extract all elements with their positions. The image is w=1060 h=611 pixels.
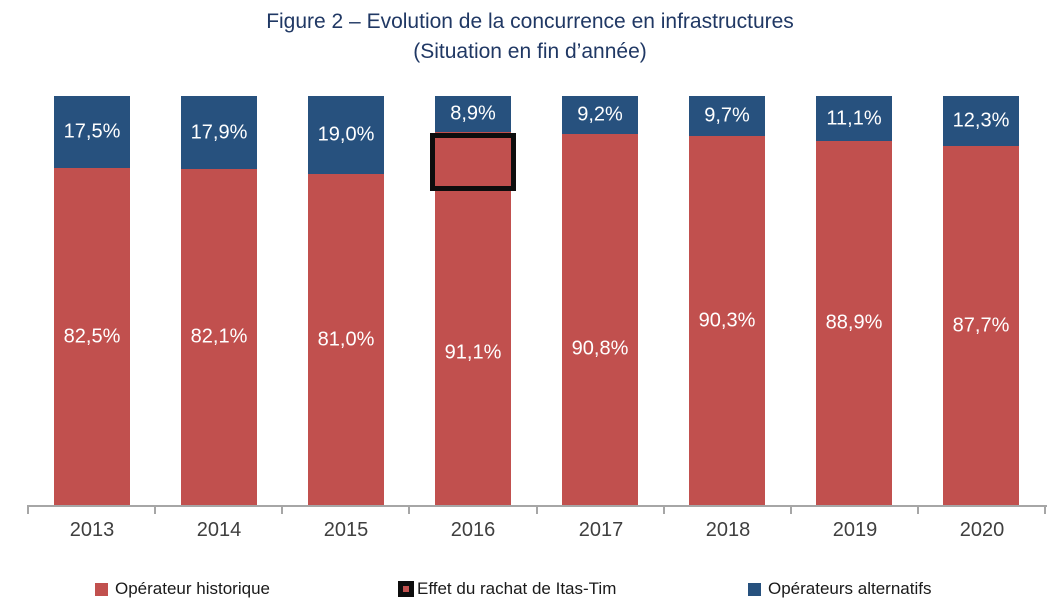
segment-operateur-historique-2015: 81,0% xyxy=(308,174,384,505)
segment-operateurs-alternatifs-2016: 8,9% xyxy=(435,96,511,132)
segment-operateur-historique-2019: 88,9% xyxy=(816,141,892,505)
x-axis-label-2015: 2015 xyxy=(323,519,369,541)
axis-tick xyxy=(408,507,410,514)
bar-2016: 8,9% 91,1% xyxy=(435,96,511,505)
x-axis-label-2016: 2016 xyxy=(450,519,496,541)
segment-operateur-historique-2014: 82,1% xyxy=(181,169,257,505)
x-axis-label-2020: 2020 xyxy=(959,519,1005,541)
plot-area: 17,5% 82,5% 17,9% 82,1% 19,0% 81,0% 8,9% 91,1% 9… xyxy=(28,96,1045,505)
bar-2017: 9,2% 90,8% xyxy=(562,96,638,505)
segment-operateur-historique-2018: 90,3% xyxy=(689,136,765,505)
x-axis-label-2018: 2018 xyxy=(705,519,751,541)
segment-value-label: 9,7% xyxy=(704,104,750,127)
legend-swatch-alternatifs-icon xyxy=(748,582,761,596)
segment-value-label: 12,3% xyxy=(952,109,1010,132)
x-axis-label-2017: 2017 xyxy=(578,519,624,541)
segment-operateur-historique-2013: 82,5% xyxy=(54,168,130,505)
segment-value-label: 17,9% xyxy=(190,121,248,143)
segment-value-label: 19,0% xyxy=(317,123,375,146)
axis-tick xyxy=(27,507,29,514)
segment-value-label: 90,8% xyxy=(571,337,629,359)
segment-value-label: 87,7% xyxy=(952,314,1010,336)
chart-title: Figure 2 – Evolution de la concurrence e… xyxy=(0,7,1060,67)
segment-operateurs-alternatifs-2018: 9,7% xyxy=(689,96,765,136)
bar-2018: 9,7% 90,3% xyxy=(689,96,765,505)
x-axis-label-2014: 2014 xyxy=(196,519,242,541)
segment-value-label: 17,5% xyxy=(63,120,121,143)
legend-swatch-itas-tim-icon xyxy=(398,581,414,597)
x-axis-labels: 2013 2014 2015 2016 2017 2018 2019 2020 xyxy=(28,519,1045,545)
axis-tick xyxy=(154,507,156,514)
segment-operateurs-alternatifs-2019: 11,1% xyxy=(816,96,892,141)
segment-operateur-historique-2020: 87,7% xyxy=(943,146,1019,505)
segment-value-label: 82,1% xyxy=(190,325,248,348)
legend-item-operateur-historique: Opérateur historique xyxy=(95,579,270,599)
chart-legend: Opérateur historique Effet du rachat de I… xyxy=(0,579,1060,603)
legend-label: Opérateurs alternatifs xyxy=(768,579,932,598)
legend-item-effet-rachat-itas-tim: Effet du rachat de Itas-Tim xyxy=(398,579,616,599)
segment-operateurs-alternatifs-2017: 9,2% xyxy=(562,96,638,134)
segment-value-label: 11,1% xyxy=(826,107,882,129)
segment-value-label: 88,9% xyxy=(825,311,883,334)
legend-label: Opérateur historique xyxy=(115,579,270,598)
segment-operateurs-alternatifs-2013: 17,5% xyxy=(54,96,130,168)
chart-title-line2: (Situation en fin d’année) xyxy=(413,40,647,63)
segment-operateurs-alternatifs-2014: 17,9% xyxy=(181,96,257,169)
segment-value-label: 9,2% xyxy=(577,103,623,126)
x-axis-line xyxy=(27,505,1047,514)
legend-item-operateurs-alternatifs: Opérateurs alternatifs xyxy=(748,579,931,599)
x-axis-label-2019: 2019 xyxy=(832,519,878,541)
axis-tick xyxy=(536,507,538,514)
x-axis-label-2013: 2013 xyxy=(69,519,115,541)
legend-label: Effet du rachat de Itas-Tim xyxy=(417,579,617,598)
legend-swatch-inner-red xyxy=(403,586,409,592)
segment-value-label: 91,1% xyxy=(444,341,502,363)
bar-2013: 17,5% 82,5% xyxy=(54,96,130,505)
bar-2020: 12,3% 87,7% xyxy=(943,96,1019,505)
bar-2014: 17,9% 82,1% xyxy=(181,96,257,505)
axis-tick xyxy=(663,507,665,514)
segment-value-label: 8,9% xyxy=(450,102,496,125)
segment-operateurs-alternatifs-2015: 19,0% xyxy=(308,96,384,174)
segment-value-label: 82,5% xyxy=(63,325,121,347)
segment-value-label: 90,3% xyxy=(698,309,756,331)
chart-title-line1: Figure 2 – Evolution de la concurrence e… xyxy=(266,10,794,33)
axis-tick xyxy=(917,507,919,514)
segment-value-label: 81,0% xyxy=(317,328,375,350)
bar-2015: 19,0% 81,0% xyxy=(308,96,384,505)
bar-2019: 11,1% 88,9% xyxy=(816,96,892,505)
axis-tick xyxy=(281,507,283,514)
itas-tim-effect-box xyxy=(430,133,516,191)
axis-tick xyxy=(790,507,792,514)
segment-operateur-historique-2017: 90,8% xyxy=(562,134,638,505)
segment-operateurs-alternatifs-2020: 12,3% xyxy=(943,96,1019,146)
legend-swatch-historique-icon xyxy=(95,582,108,596)
axis-tick xyxy=(1044,507,1046,514)
segment-operateur-historique-2016: 91,1% xyxy=(435,132,511,505)
